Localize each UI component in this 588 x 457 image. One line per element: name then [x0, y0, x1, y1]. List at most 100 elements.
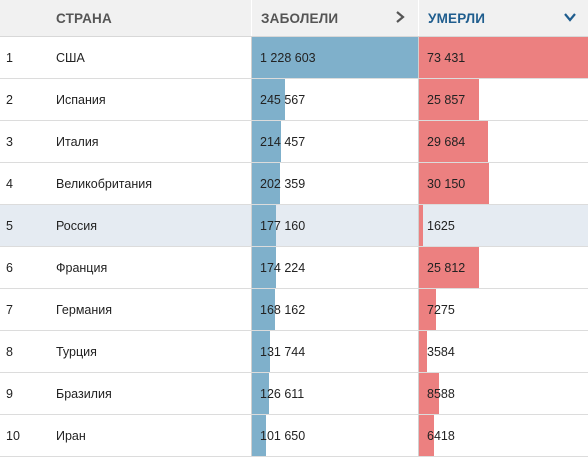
table-row[interactable]: 2 Испания 245 567 25 857 — [0, 79, 588, 121]
deaths-bar — [419, 37, 588, 78]
row-cases-cell: 214 457 — [251, 121, 418, 162]
table-body: 1 США 1 228 603 73 431 2 Испания 245 567 25 857… — [0, 37, 588, 457]
row-deaths-cell: 30 150 — [418, 163, 588, 204]
deaths-bar — [419, 289, 436, 330]
row-rank: 5 — [6, 218, 13, 233]
country-header-label: СТРАНА — [56, 10, 112, 26]
deaths-bar — [419, 331, 428, 372]
row-cases-value: 101 650 — [260, 428, 306, 443]
row-deaths-cell: 1625 — [418, 205, 588, 246]
row-deaths-value: 73 431 — [427, 50, 466, 65]
row-cases-cell: 126 611 — [251, 373, 418, 414]
deaths-bar — [419, 247, 479, 288]
cases-bar — [252, 205, 277, 246]
row-deaths-value: 1625 — [427, 218, 455, 233]
row-cases-cell: 174 224 — [251, 247, 418, 288]
row-rank: 10 — [6, 428, 20, 443]
row-deaths-cell: 8588 — [418, 373, 588, 414]
row-cases-cell: 101 650 — [251, 415, 418, 456]
row-country: Италия — [56, 134, 99, 149]
deaths-bar — [419, 79, 479, 120]
row-rank: 2 — [6, 92, 13, 107]
table-row[interactable]: 6 Франция 174 224 25 812 — [0, 247, 588, 289]
row-rank: 9 — [6, 386, 13, 401]
row-deaths-value: 3584 — [427, 344, 455, 359]
row-cases-cell: 245 567 — [251, 79, 418, 120]
row-cases-value: 131 744 — [260, 344, 306, 359]
row-deaths-cell: 6418 — [418, 415, 588, 456]
row-cases-cell: 177 160 — [251, 205, 418, 246]
cases-bar — [252, 373, 270, 414]
row-rank: 4 — [6, 176, 13, 191]
row-deaths-value: 30 150 — [427, 176, 466, 191]
table-row[interactable]: 8 Турция 131 744 3584 — [0, 331, 588, 373]
table-row[interactable]: 5 Россия 177 160 1625 — [0, 205, 588, 247]
row-deaths-cell: 73 431 — [418, 37, 588, 78]
cases-bar — [252, 37, 419, 78]
row-cases-value: 174 224 — [260, 260, 306, 275]
deaths-bar — [419, 121, 488, 162]
row-country: Франция — [56, 260, 108, 275]
row-rank: 6 — [6, 260, 13, 275]
deaths-header-label: УМЕРЛИ — [428, 10, 486, 26]
rank-column-header — [0, 0, 47, 36]
row-cases-value: 245 567 — [260, 92, 306, 107]
country-column-header[interactable]: СТРАНА — [47, 0, 251, 36]
row-cases-value: 214 457 — [260, 134, 306, 149]
cases-bar — [252, 247, 276, 288]
table-row[interactable]: 1 США 1 228 603 73 431 — [0, 37, 588, 79]
row-deaths-value: 7275 — [427, 302, 455, 317]
row-country: Германия — [56, 302, 113, 317]
row-country: Великобритания — [56, 176, 152, 191]
row-deaths-cell: 29 684 — [418, 121, 588, 162]
row-cases-value: 1 228 603 — [260, 50, 316, 65]
cases-header-label: ЗАБОЛЕЛИ — [261, 10, 339, 26]
row-cases-value: 177 160 — [260, 218, 306, 233]
cases-bar — [252, 79, 286, 120]
table-row[interactable]: 7 Германия 168 162 7275 — [0, 289, 588, 331]
row-rank: 3 — [6, 134, 13, 149]
row-deaths-cell: 25 857 — [418, 79, 588, 120]
table-row[interactable]: 4 Великобритания 202 359 30 150 — [0, 163, 588, 205]
cases-bar — [252, 331, 270, 372]
row-country: Россия — [56, 218, 97, 233]
deaths-column-header[interactable]: УМЕРЛИ — [418, 0, 588, 36]
row-country: США — [56, 50, 85, 65]
deaths-bar — [419, 373, 439, 414]
row-deaths-cell: 7275 — [418, 289, 588, 330]
row-deaths-value: 29 684 — [427, 134, 466, 149]
row-deaths-value: 6418 — [427, 428, 455, 443]
row-rank: 7 — [6, 302, 13, 317]
row-cases-cell: 202 359 — [251, 163, 418, 204]
row-cases-cell: 1 228 603 — [251, 37, 419, 78]
row-cases-value: 202 359 — [260, 176, 306, 191]
row-country: Испания — [56, 92, 106, 107]
row-deaths-cell: 25 812 — [418, 247, 588, 288]
cases-column-header[interactable]: ЗАБОЛЕЛИ — [251, 0, 418, 36]
deaths-bar — [419, 415, 434, 456]
deaths-bar — [419, 205, 423, 246]
table-header: СТРАНА ЗАБОЛЕЛИ УМЕРЛИ — [0, 0, 588, 37]
row-rank: 1 — [6, 50, 13, 65]
row-deaths-value: 25 857 — [427, 92, 466, 107]
row-rank: 8 — [6, 344, 13, 359]
row-cases-value: 168 162 — [260, 302, 306, 317]
cases-bar — [252, 121, 282, 162]
chevron-down-icon[interactable] — [563, 10, 577, 24]
cases-bar — [252, 289, 275, 330]
chevron-right-icon[interactable] — [393, 10, 407, 24]
table-row[interactable]: 9 Бразилия 126 611 8588 — [0, 373, 588, 415]
row-cases-cell: 168 162 — [251, 289, 418, 330]
table-row[interactable]: 3 Италия 214 457 29 684 — [0, 121, 588, 163]
deaths-bar — [419, 163, 489, 204]
cases-bar — [252, 163, 280, 204]
table-row[interactable]: 10 Иран 101 650 6418 — [0, 415, 588, 457]
row-cases-cell: 131 744 — [251, 331, 418, 372]
row-country: Иран — [56, 428, 86, 443]
row-deaths-cell: 3584 — [418, 331, 588, 372]
cases-bar — [252, 415, 266, 456]
row-cases-value: 126 611 — [260, 386, 305, 401]
row-deaths-value: 8588 — [427, 386, 455, 401]
row-deaths-value: 25 812 — [427, 260, 466, 275]
